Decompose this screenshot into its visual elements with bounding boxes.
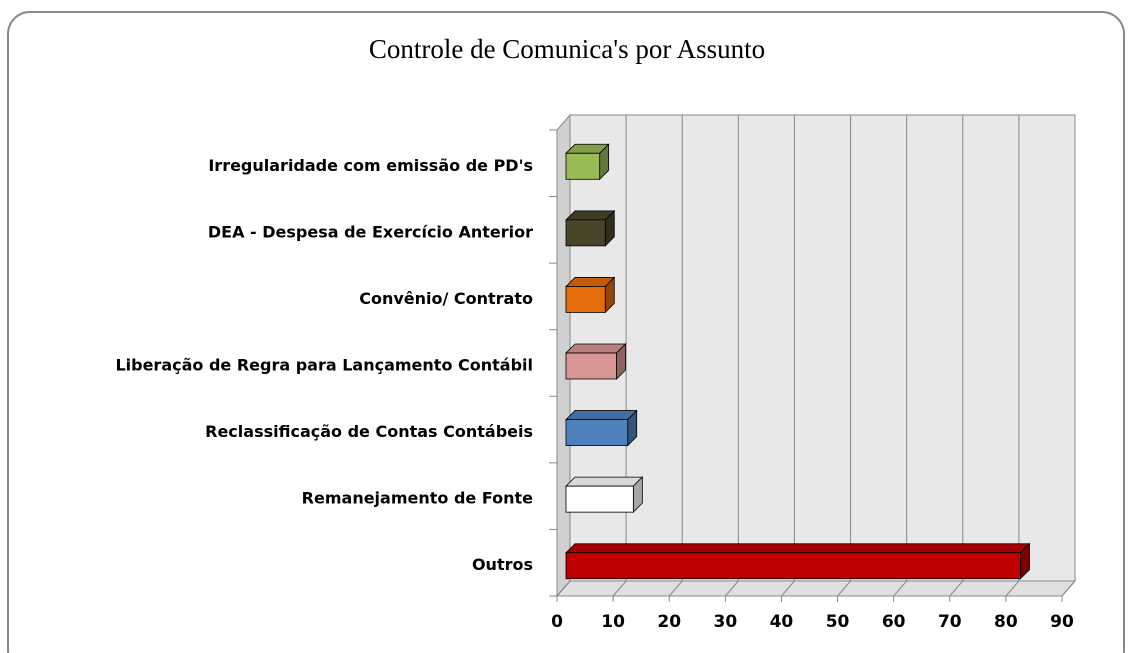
x-tick-label: 0	[551, 612, 563, 632]
bar-top	[565, 343, 627, 354]
bar	[565, 152, 601, 180]
y-tick-label: Remanejamento de Fonte	[302, 489, 533, 508]
grid-line	[781, 580, 795, 597]
grid-line	[1061, 580, 1076, 597]
bar-top	[565, 410, 638, 420]
bar-top	[565, 476, 644, 487]
x-tick-label: 80	[994, 612, 1018, 632]
grid-line	[612, 580, 627, 597]
grid-line	[837, 580, 851, 597]
grid-line	[949, 580, 964, 597]
bar	[565, 219, 606, 247]
y-tick-label: Irregularidade com emissão de PD's	[208, 156, 533, 175]
bar	[565, 485, 634, 513]
bar	[565, 419, 629, 446]
chart-title: Controle de Comunica's por Assunto	[369, 34, 765, 64]
y-tick-label: Liberação de Regra para Lançamento Contá…	[115, 356, 533, 375]
grid-line	[724, 580, 739, 597]
x-tick-label: 30	[713, 612, 737, 632]
x-tick-label: 40	[770, 612, 794, 632]
x-tick-label: 10	[601, 612, 625, 632]
y-tick-label: DEA - Despesa de Exercício Anterior	[208, 222, 533, 241]
x-tick-label: 60	[882, 612, 906, 632]
grid-line	[668, 580, 683, 597]
x-tick-label: 50	[826, 612, 850, 632]
floor	[555, 580, 1077, 597]
bar-top	[565, 543, 1031, 554]
grid-line	[893, 580, 908, 597]
x-tick-label: 20	[657, 612, 681, 632]
grid-line	[1005, 580, 1020, 597]
x-tick-label: 90	[1050, 612, 1074, 632]
x-tick-label: 70	[938, 612, 962, 632]
grid-line	[556, 580, 571, 597]
back-wall	[569, 114, 1076, 582]
y-tick-label: Outros	[472, 555, 533, 574]
bar	[565, 352, 617, 380]
y-tick-label: Reclassificação de Contas Contábeis	[205, 422, 533, 441]
y-tick-label: Convênio/ Contrato	[359, 289, 533, 308]
bar	[565, 286, 606, 313]
bar	[565, 552, 1021, 580]
